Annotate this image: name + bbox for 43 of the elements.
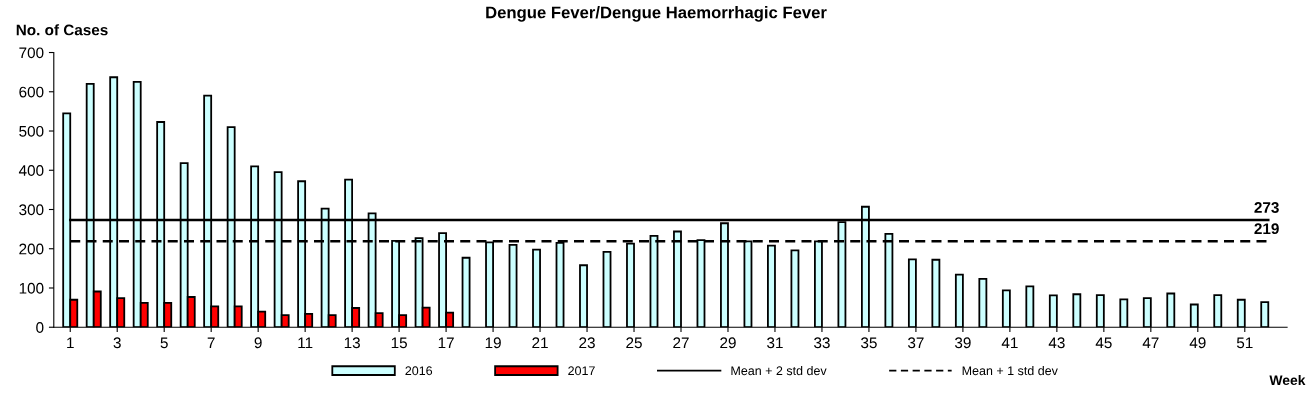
y-tick-label: 0 (36, 322, 44, 333)
x-tick-label: 17 (438, 337, 454, 349)
x-tick-label: 49 (1189, 337, 1206, 349)
y-tick-label: 300 (19, 204, 44, 216)
x-tick-label: 15 (391, 337, 407, 349)
chart-title: Dengue Fever/Dengue Haemorrhagic Fever (486, 6, 827, 22)
x-tick-label: 37 (908, 337, 924, 349)
legend-label: Mean + 2 std dev (731, 365, 827, 376)
x-tick-label: 21 (532, 337, 548, 349)
x-tick-label: 29 (720, 337, 736, 349)
legend-label: 2016 (405, 366, 433, 376)
legend-label: 2017 (568, 366, 595, 376)
y-tick-label: 600 (19, 86, 44, 98)
annotation: 219 (1254, 223, 1279, 235)
x-tick-label: 5 (160, 337, 168, 349)
x-tick-label: 25 (626, 337, 642, 349)
x-axis-title: Week (1269, 374, 1306, 386)
x-tick-label: 9 (254, 337, 262, 349)
x-tick-label: 27 (673, 337, 689, 349)
y-tick-label: 700 (19, 47, 44, 59)
y-axis-title: No. of Cases (16, 24, 108, 36)
x-tick-label: 3 (113, 337, 121, 349)
x-tick-label: 11 (298, 337, 313, 349)
x-tick-label: 43 (1048, 337, 1065, 349)
x-tick-label: 47 (1142, 337, 1159, 349)
x-tick-label: 7 (207, 337, 215, 349)
x-tick-label: 19 (485, 337, 501, 349)
y-tick-label: 500 (19, 125, 44, 137)
y-tick-label: 100 (19, 282, 44, 294)
x-tick-label: 51 (1236, 337, 1253, 349)
x-tick-label: 1 (67, 337, 74, 349)
x-tick-label: 35 (861, 337, 877, 349)
x-tick-label: 23 (579, 337, 595, 349)
annotation: 273 (1254, 202, 1279, 213)
legend-label: Mean + 1 std dev (962, 365, 1058, 376)
x-tick-label: 45 (1095, 337, 1112, 349)
x-tick-label: 13 (344, 337, 360, 349)
x-tick-label: 33 (814, 337, 830, 349)
y-tick-label: 400 (18, 165, 44, 176)
x-tick-label: 39 (954, 337, 971, 349)
x-tick-label: 31 (767, 337, 783, 349)
x-tick-label: 41 (1001, 337, 1018, 349)
y-tick-label: 200 (19, 243, 44, 255)
